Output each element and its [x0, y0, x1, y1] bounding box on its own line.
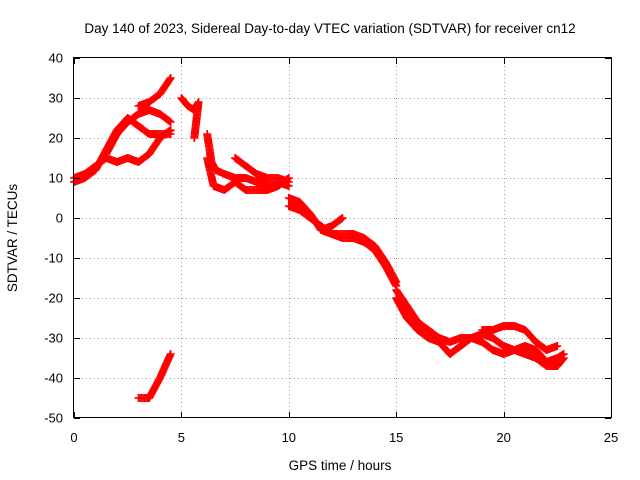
data-point — [166, 118, 175, 126]
series-arc-d — [134, 74, 175, 110]
series-arc-o — [478, 322, 562, 354]
data-point — [165, 75, 174, 84]
y-tick-label: 0 — [56, 211, 63, 226]
series-arc-c — [102, 106, 175, 158]
data-point — [558, 355, 567, 364]
data-point — [165, 117, 174, 126]
y-tick-label: -40 — [44, 371, 63, 386]
data-point — [166, 74, 175, 82]
y-axis-label: SDTVAR / TECUs — [5, 184, 20, 293]
y-tick-label: -30 — [44, 331, 63, 346]
x-tick-label: 25 — [604, 430, 618, 445]
data-point — [559, 354, 568, 362]
series-arc-f — [177, 94, 203, 142]
y-tick-label: 40 — [49, 51, 63, 66]
series-arc-i — [231, 154, 293, 186]
series-arc-n — [392, 294, 568, 370]
data-points — [70, 74, 568, 402]
data-point — [284, 178, 293, 186]
chart-title: Day 140 of 2023, Sidereal Day-to-day VTE… — [84, 21, 575, 36]
axis-ticks — [74, 58, 612, 419]
x-tick-label: 20 — [496, 430, 510, 445]
y-tick-label: 30 — [49, 91, 63, 106]
x-tick-label: 0 — [70, 430, 77, 445]
y-tick-label: -50 — [44, 411, 63, 426]
y-tick-label: -20 — [44, 291, 63, 306]
data-point — [166, 130, 175, 138]
series-arc-e — [134, 350, 175, 402]
x-tick-label: 10 — [282, 430, 296, 445]
data-point — [190, 134, 199, 142]
data-point — [553, 342, 562, 350]
y-tick-label: 20 — [49, 131, 63, 146]
plot-frame — [73, 57, 612, 418]
data-point — [337, 214, 346, 223]
data-point — [166, 350, 175, 358]
x-tick-label: 5 — [178, 430, 185, 445]
x-axis-label: GPS time / hours — [289, 458, 392, 473]
tick-labels: 0 5 10 15 20 25 -50 -40 -30 -20 -10 0 10 20 30 40 — [44, 51, 618, 446]
x-tick-label: 15 — [389, 430, 403, 445]
data-point — [338, 214, 347, 222]
y-tick-label: 10 — [49, 171, 63, 186]
series-arc-l — [317, 214, 347, 234]
y-tick-label: -10 — [44, 251, 63, 266]
